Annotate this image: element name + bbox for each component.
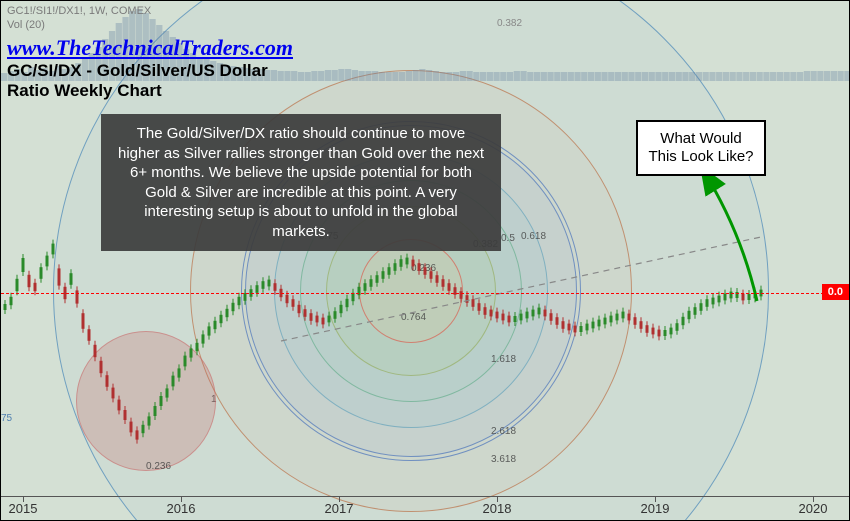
website-link[interactable]: www.TheTechnicalTraders.com [7,35,293,61]
x-axis-tick-label: 2016 [167,501,196,516]
x-axis-tick-label: 2019 [641,501,670,516]
fib-level-label: 0.618 [521,231,546,242]
volume-indicator-label: Vol (20) [7,19,45,31]
commentary-box: The Gold/Silver/DX ratio should continue… [101,114,501,251]
x-axis-tick-label: 2018 [483,501,512,516]
zero-line-label: 0.0 [822,284,849,300]
x-axis-tick-label: 2017 [325,501,354,516]
callout-text: What Would This Look Like? [648,130,753,165]
fib-level-label: 0.5 [501,233,515,244]
ticker-symbol: GC1!/SI1!/DX1!, 1W, COMEX [7,5,151,17]
fib-level-label: 1.618 [491,354,516,365]
fib-circle [359,239,463,343]
fib-level-label: 0.236 [411,263,436,274]
x-axis-tick-label: 2015 [9,501,38,516]
fib-level-label: 1 [211,394,217,405]
fib-level-label: 3.618 [491,454,516,465]
fib-level-label: 2.618 [491,426,516,437]
x-axis: 2015 2016 2017 2018 2019 2020 [1,496,849,520]
zero-line [1,293,849,294]
chart-title: GC/SI/DX - Gold/Silver/US Dollar Ratio W… [7,61,268,102]
callout-box: What Would This Look Like? [636,120,766,176]
chart-canvas[interactable]: 0.2360.3820.50.6180.750.76411.6182.6183.… [0,0,850,521]
fib-level-label: 0.764 [401,312,426,323]
x-axis-tick-label: 2020 [799,501,828,516]
